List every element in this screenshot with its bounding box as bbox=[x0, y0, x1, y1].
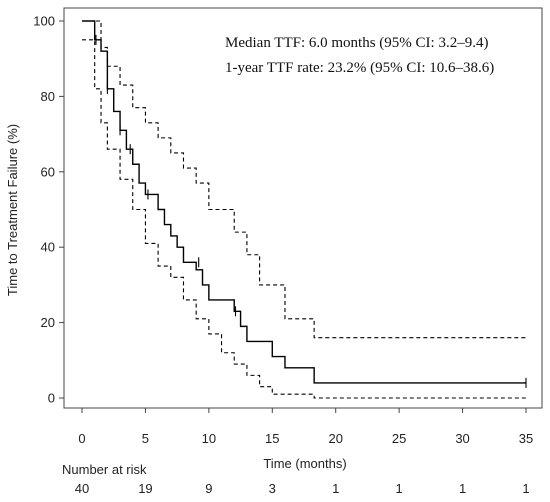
x-tick-label: 0 bbox=[78, 431, 85, 446]
risk-count: 40 bbox=[75, 481, 89, 496]
y-axis-label: Time to Treatment Failure (%) bbox=[5, 124, 20, 296]
x-tick-label: 35 bbox=[519, 431, 533, 446]
y-tick-label: 60 bbox=[41, 164, 55, 179]
risk-table-label: Number at risk bbox=[62, 462, 147, 477]
x-tick-label: 5 bbox=[142, 431, 149, 446]
survival-curve bbox=[82, 20, 526, 384]
risk-count: 9 bbox=[205, 481, 212, 496]
x-tick-label: 10 bbox=[202, 431, 216, 446]
risk-count: 1 bbox=[396, 481, 403, 496]
axes: 0 20 40 60 80 100 0 5 10 15 20 25 30 35 bbox=[33, 7, 543, 446]
confidence-band-curve bbox=[82, 39, 526, 399]
x-tick-label: 20 bbox=[328, 431, 342, 446]
x-tick-label: 15 bbox=[265, 431, 279, 446]
risk-count: 1 bbox=[522, 481, 529, 496]
confidence-band-curve bbox=[82, 20, 526, 339]
plot-frame bbox=[63, 7, 543, 409]
curves bbox=[82, 20, 527, 399]
risk-count: 1 bbox=[332, 481, 339, 496]
y-tick-label: 40 bbox=[41, 240, 55, 255]
y-tick-label: 100 bbox=[33, 14, 55, 29]
one-year-ttf-annotation: 1-year TTF rate: 23.2% (95% CI: 10.6–38.… bbox=[225, 60, 494, 76]
risk-count: 1 bbox=[459, 481, 466, 496]
y-tick-label: 80 bbox=[41, 89, 55, 104]
y-tick-label: 0 bbox=[48, 391, 55, 406]
risk-count: 3 bbox=[269, 481, 276, 496]
median-ttf-annotation: Median TTF: 6.0 months (95% CI: 3.2–9.4) bbox=[225, 35, 488, 51]
x-axis-label: Time (months) bbox=[263, 456, 346, 471]
risk-count: 19 bbox=[138, 481, 152, 496]
x-tick-label: 25 bbox=[392, 431, 406, 446]
risk-table-counts: 40 19 9 3 1 1 1 1 bbox=[75, 481, 530, 496]
y-tick-label: 20 bbox=[41, 315, 55, 330]
x-tick-label: 30 bbox=[455, 431, 469, 446]
